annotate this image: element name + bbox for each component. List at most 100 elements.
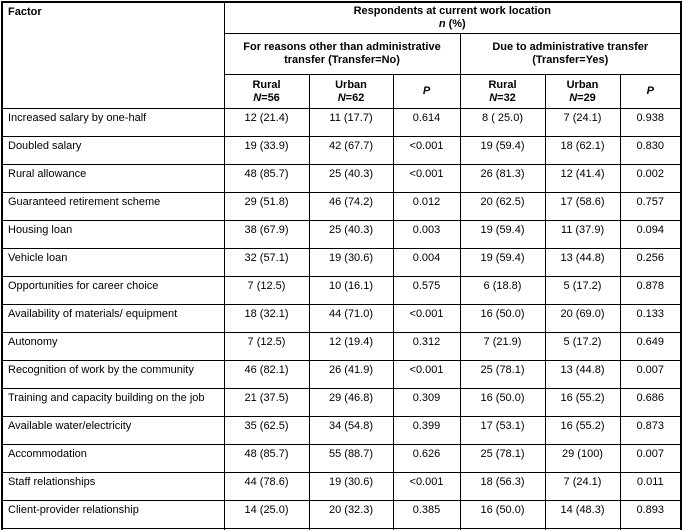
value-cell: 29 (46.8) [308, 388, 394, 417]
value-cell: 16 (50.0) [459, 500, 546, 529]
table-row: Housing loan 38 (67.9) 25 (40.3) 0.003 19 (5… [1, 220, 682, 249]
value-cell: 14 (48.3) [544, 500, 621, 529]
value-cell: 7 (12.5) [223, 276, 310, 305]
value-cell: <0.001 [392, 472, 461, 501]
p-symbol: P [646, 85, 654, 97]
table-body: Increased salary by one-half 12 (21.4) 11 … [1, 108, 682, 530]
table-row: Increased salary by one-half 12 (21.4) 11 … [1, 108, 682, 137]
value-cell: 13 (44.8) [544, 360, 621, 389]
col-header-urban-yes: Urban N=29 [544, 74, 621, 109]
value-cell: 0.011 [619, 472, 682, 501]
value-cell: 17 (53.1) [459, 416, 546, 445]
factor-cell: Opportunities for career choice [1, 276, 225, 305]
value-cell: 0.575 [392, 276, 461, 305]
value-cell: 0.012 [392, 192, 461, 221]
table-row: Staff relationships 44 (78.6) 19 (30.6) <0.… [1, 472, 682, 501]
value-cell: 0.649 [619, 332, 682, 361]
n-symbol: n [438, 18, 446, 30]
factor-cell: Client-provider relationship [1, 500, 225, 529]
table-row: Training and capacity building on the jo… [1, 388, 682, 417]
value-cell: 0.878 [619, 276, 682, 305]
factor-cell: Autonomy [1, 332, 225, 361]
group-title-header: Respondents at current work location n (… [223, 1, 682, 34]
value-cell: 10 (16.1) [308, 276, 394, 305]
header-row-subgroups: For reasons other than administrative tr… [2, 33, 682, 75]
factor-cell: Increased salary by one-half [1, 108, 225, 137]
value-cell: 0.002 [619, 164, 682, 193]
value-cell: 25 (40.3) [308, 164, 394, 193]
value-cell: 7 (12.5) [223, 332, 310, 361]
col-n: N=32 [463, 92, 543, 105]
value-cell: 0.938 [619, 108, 682, 137]
value-cell: 7 (24.1) [544, 472, 621, 501]
value-cell: 18 (62.1) [544, 136, 621, 165]
factor-column-header: Factor [1, 1, 225, 109]
value-cell: 0.399 [392, 416, 461, 445]
factor-cell: Vehicle loan [1, 248, 225, 277]
group-title-line1: Respondents at current work location [353, 5, 551, 17]
n-value: =29 [577, 91, 596, 104]
value-cell: 25 (78.1) [459, 360, 546, 389]
value-cell: 19 (33.9) [223, 136, 310, 165]
value-cell: 12 (19.4) [308, 332, 394, 361]
factor-cell: Staff relationships [1, 472, 225, 501]
table-row: Doubled salary 19 (33.9) 42 (67.7) <0.001 19… [1, 136, 682, 165]
value-cell: 26 (81.3) [459, 164, 546, 193]
table-row: Participatory supervision37 (66.1)37 (59… [1, 528, 682, 530]
value-cell: 5 (17.2) [544, 276, 621, 305]
factor-cell: Availability of materials/ equipment [1, 304, 225, 333]
col-n: N=56 [227, 92, 307, 105]
value-cell: 0.385 [392, 500, 461, 529]
value-cell: 38 (67.9) [223, 220, 310, 249]
col-header-p-yes: P [619, 74, 682, 109]
value-cell: 26 (41.9) [308, 360, 394, 389]
value-cell: 11 (37.9) [544, 220, 621, 249]
group-title-line2: n (%) [227, 18, 679, 31]
col-header-p-no: P [392, 74, 461, 109]
value-cell: 19 (59.4) [459, 136, 546, 165]
table-row: Client-provider relationship 14 (25.0) 20 … [1, 500, 682, 529]
n-value: =62 [345, 91, 365, 104]
subgroup-transfer-no: For reasons other than administrative tr… [223, 33, 461, 75]
value-cell: 44 (78.6) [223, 472, 310, 501]
factor-cell: Recognition of work by the community [1, 360, 225, 389]
value-cell: 12 (41.4) [544, 164, 621, 193]
value-cell: 0.094 [619, 220, 682, 249]
col-header-rural-no: Rural N=56 [223, 74, 310, 109]
value-cell: 0.007 [619, 528, 682, 530]
value-cell: 35 (62.5) [223, 416, 310, 445]
value-cell: 0.893 [619, 500, 682, 529]
value-cell: 16 (55.2) [544, 388, 621, 417]
factor-cell: Guaranteed retirement scheme [1, 192, 225, 221]
value-cell: 42 (67.7) [308, 136, 394, 165]
table-header: Factor Respondents at current work locat… [1, 1, 682, 109]
factor-cell: Training and capacity building on the jo… [1, 388, 225, 417]
value-cell: 18 (32.1) [223, 304, 310, 333]
value-cell: 34 (54.8) [308, 416, 394, 445]
value-cell: 0.830 [619, 136, 682, 165]
factor-cell: Accommodation [1, 444, 225, 473]
n-value: =56 [261, 91, 280, 104]
value-cell: 8 ( 25.0) [459, 108, 546, 137]
col-label: Urban [566, 78, 599, 91]
col-header-rural-yes: Rural N=32 [459, 74, 546, 109]
value-cell: 5 (17.2) [544, 332, 621, 361]
table-row: Available water/electricity 35 (62.5) 34 (… [1, 416, 682, 445]
value-cell: 46 (82.1) [223, 360, 310, 389]
value-cell: 20 (62.5) [459, 192, 546, 221]
value-cell: 0.007 [619, 360, 682, 389]
col-label: Rural [488, 78, 517, 91]
value-cell: 29 (100) [544, 444, 621, 473]
value-cell: 16 (50.0) [459, 304, 546, 333]
value-cell: <0.001 [392, 360, 461, 389]
value-cell: 7 (24.1) [544, 108, 621, 137]
value-cell: 11 (17.7) [308, 108, 394, 137]
col-label: Urban [335, 78, 367, 91]
value-cell: 19 (30.6) [308, 472, 394, 501]
value-cell: 13 (44.8) [544, 248, 621, 277]
value-cell: 44 (71.0) [308, 304, 394, 333]
value-cell: 0.614 [392, 108, 461, 137]
table-row: Recognition of work by the community 46 (… [1, 360, 682, 389]
header-row-group-title: Factor Respondents at current work locat… [1, 1, 682, 109]
